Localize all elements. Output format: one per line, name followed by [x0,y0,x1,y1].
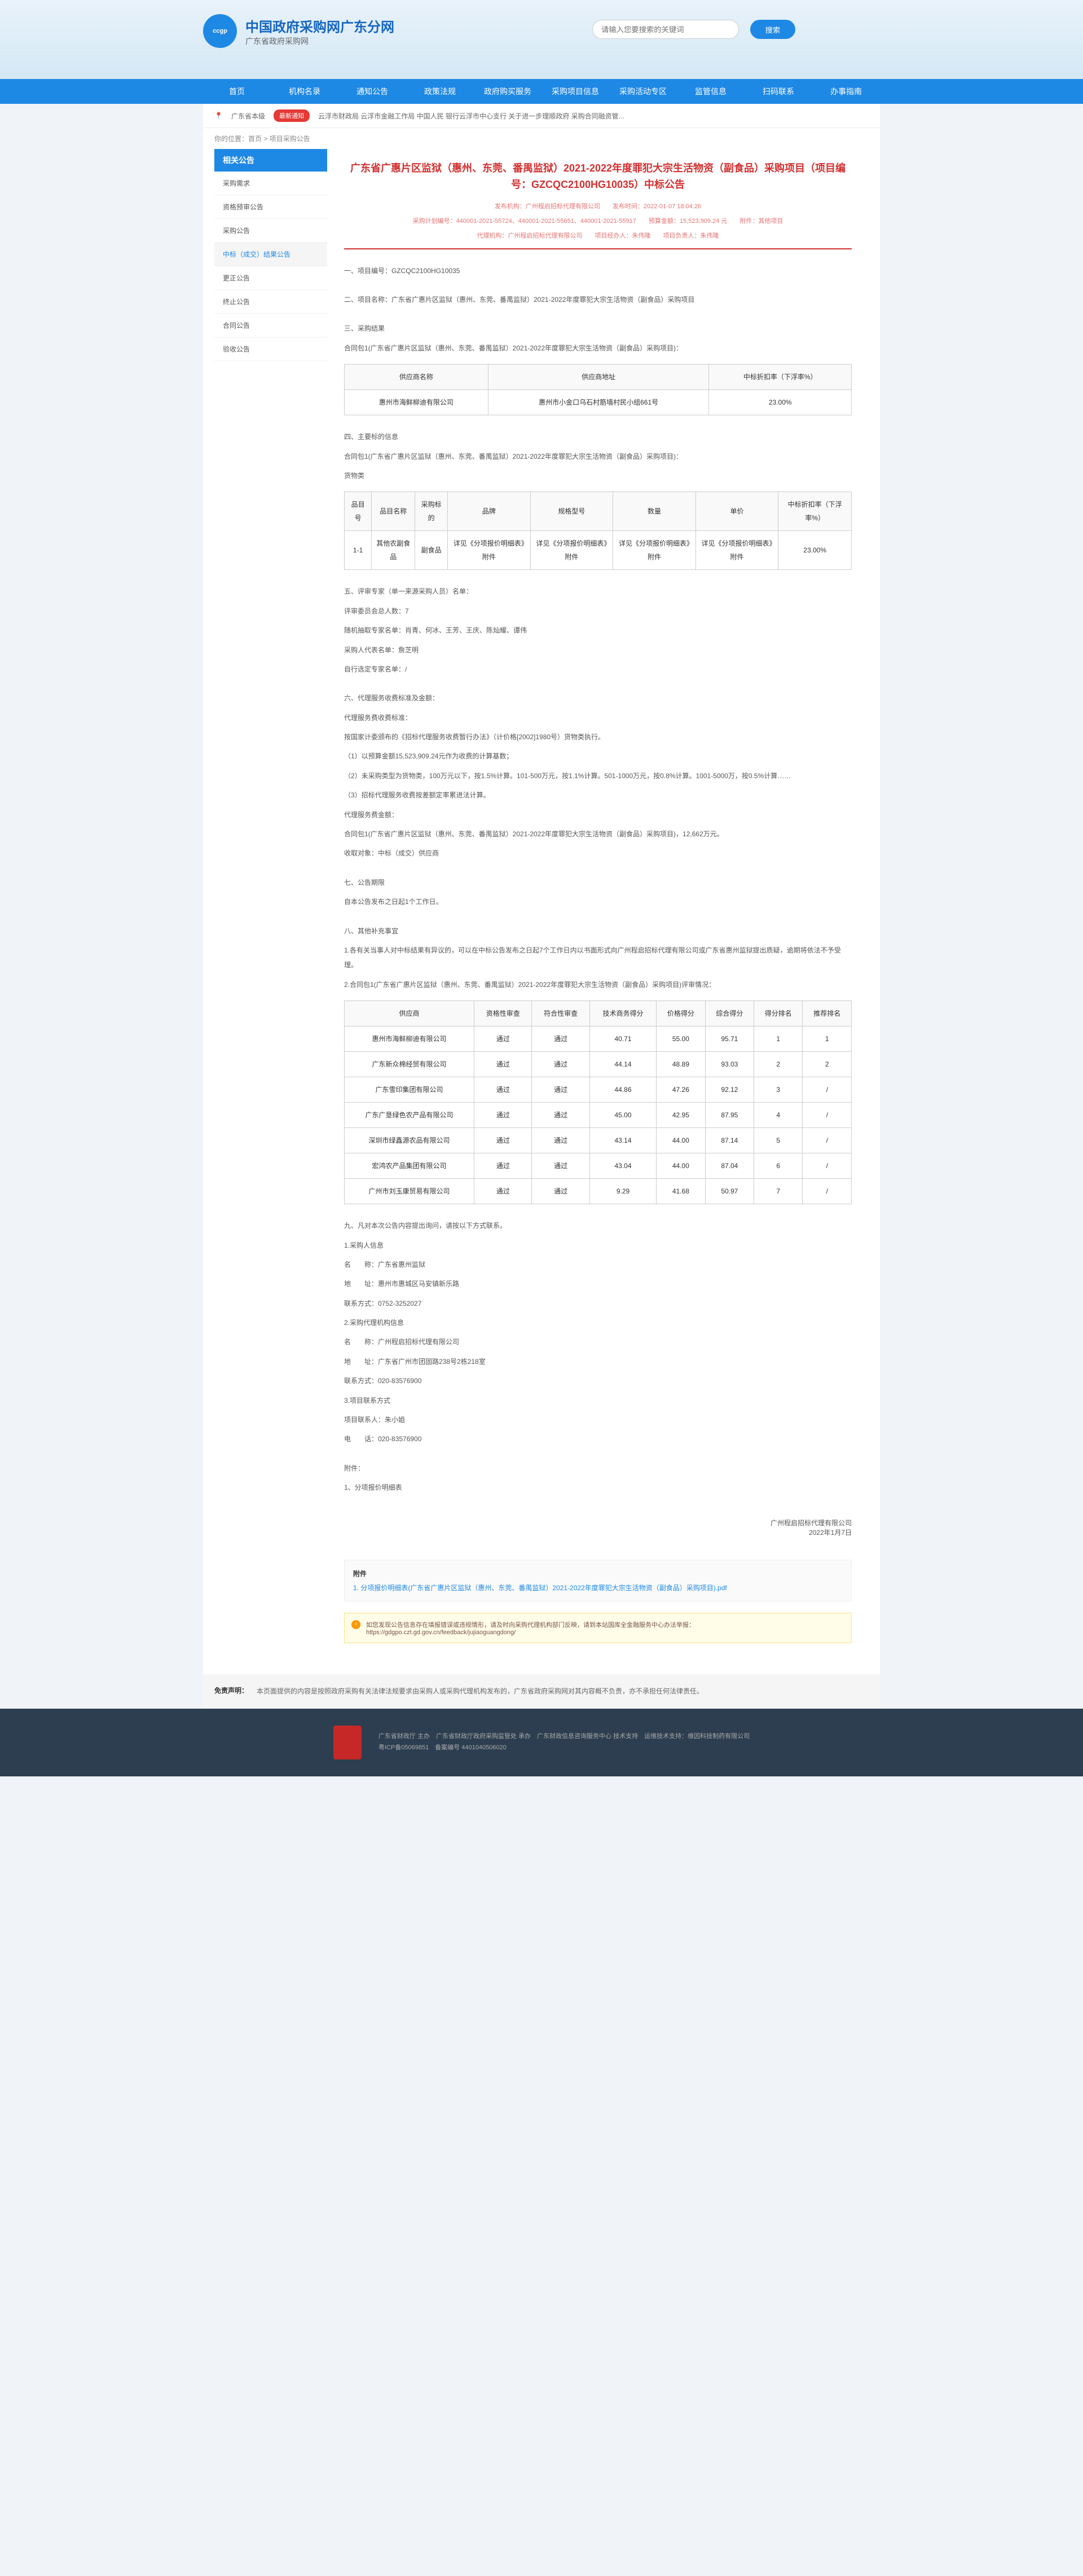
result-table: 供应商名称 供应商地址 中标折扣率（下浮率%） 惠州市海鲜柳迪有限公司 惠州市小… [344,364,852,415]
s9-agent-tel: 联系方式：020-83576900 [344,1373,852,1388]
scroll-notice[interactable]: 云浮市财政局 云浮市金融工作局 中国人民 银行云浮市中心支行 关于进一步理顺政府… [318,111,624,121]
sidebar-item-1[interactable]: 资格预审公告 [214,195,327,219]
s6-p2: 按国家计委颁布的《招标代理服务收费暂行办法》（计价格[2002]1980号）货物… [344,730,852,744]
s9-buyer-tel: 联系方式：0752-3252027 [344,1296,852,1311]
s7-p1: 自本公告发布之日起1个工作日。 [344,894,852,909]
nav-guide[interactable]: 办事指南 [812,79,880,104]
section-5-title: 五、评审专家（单一来源采购人员）名单： [344,584,852,599]
section-4-cat: 货物类 [344,468,852,483]
sign-org: 广州程启招标代理有限公司 [344,1518,852,1528]
site-title-sub: 广东省政府采购网 [245,36,394,47]
nav-notice[interactable]: 通知公告 [338,79,406,104]
s8-p1: 1.各有关当事人对中标结果有异议的，可以在中标公告发布之日起7个工作日内以书面形… [344,943,852,973]
s6-p5: （3）招标代理服务收费按差额定率累进法计算。 [344,788,852,802]
review-table: 供应商资格性审查符合性审查技术商务得分价格得分综合得分得分排名推荐排名惠州市海鲜… [344,1000,852,1204]
disclaimer-text: 本页面提供的内容是按照政府采购有关法律法规要求由采购人或采购代理机构发布的，广东… [257,1686,703,1698]
article-meta-2: 采购计划编号：440001-2021-55724、440001-2021-556… [344,213,852,228]
section-3-sub: 合同包1(广东省广惠片区监狱（惠州、东莞、番禺监狱）2021-2022年度罪犯大… [344,341,852,356]
s6-p8: 收取对象：中标（成交）供应商 [344,846,852,861]
location-text: 广东省本级 [231,111,265,121]
s9-buyer-t: 1.采购人信息 [344,1238,852,1253]
footer-line-2: 粤ICP备05069851 备案编号 4401040506020 [378,1743,750,1754]
attachment-link[interactable]: 1. 分项报价明细表(广东省广惠片区监狱（惠州、东莞、番禺监狱）2021-202… [353,1583,843,1592]
sidebar-item-6[interactable]: 合同公告 [214,314,327,337]
attachment-label: 附件 [353,1569,843,1578]
s5-p1: 评审委员会总人数：7 [344,604,852,618]
sidebar-item-5[interactable]: 终止公告 [214,290,327,314]
site-title-main: 中国政府采购网广东分网 [245,16,394,36]
sidebar-item-7[interactable]: 验收公告 [214,337,327,361]
article-title: 广东省广惠片区监狱（惠州、东莞、番禺监狱）2021-2022年度罪犯大宗生活物资… [344,149,852,199]
s6-p3: （1）以预算金额15,523,909.24元作为收费的计算基数； [344,749,852,763]
section-7-title: 七、公告期限 [344,875,852,890]
section-3-title: 三、采购结果 [344,321,852,336]
section-9-title: 九、凡对本次公告内容提出询问，请按以下方式联系。 [344,1218,852,1233]
section-1: 一、项目编号：GZCQC2100HG10035 [344,264,852,278]
article-meta-3: 代理机构：广州程启招标代理有限公司 项目经办人：朱伟隆 项目负责人：朱伟隆 [344,228,852,249]
nav-policy[interactable]: 政策法规 [406,79,474,104]
warning-icon: ! [351,1620,360,1629]
nav-org[interactable]: 机构名录 [271,79,338,104]
logo-icon: ccgp [203,14,237,48]
location-icon: 📍 [214,112,223,120]
footer-line-1: 广东省财政厅 主办 广东省财政厅政府采购监管处 承办 广东财政信息咨询服务中心 … [378,1731,750,1743]
nav-project[interactable]: 采购项目信息 [542,79,609,104]
s5-p2: 随机抽取专家名单：肖青、何冰、王芳、王庆、陈灿耀、谭伟 [344,623,852,638]
sidebar-item-4[interactable]: 更正公告 [214,266,327,290]
s6-p6: 代理服务费金额： [344,808,852,822]
disclaimer-label: 免责声明： [214,1686,248,1698]
att-item: 1、分项报价明细表 [344,1480,852,1495]
section-4-title: 四、主要标的信息 [344,429,852,444]
gov-badge-icon [333,1726,362,1759]
section-8-title: 八、其他补充事宜 [344,924,852,938]
nav-home[interactable]: 首页 [203,79,271,104]
s9-agent-t: 2.采购代理机构信息 [344,1315,852,1330]
sidebar-item-0[interactable]: 采购需求 [214,172,327,195]
sidebar-header: 相关公告 [214,149,327,172]
s9-buyer-addr: 地 址：惠州市惠城区马安镇新乐路 [344,1276,852,1291]
s9-proj-name: 项目联系人：朱小姐 [344,1412,852,1427]
sidebar-item-2[interactable]: 采购公告 [214,219,327,243]
search-input[interactable] [592,20,739,39]
att-title: 附件： [344,1461,852,1476]
section-2: 二、项目名称：广东省广惠片区监狱（惠州、东莞、番禺监狱）2021-2022年度罪… [344,292,852,307]
nav-supervise[interactable]: 监管信息 [677,79,745,104]
s9-agent-name: 名 称：广州程启招标代理有限公司 [344,1335,852,1349]
s6-p4: （2）未采购类型为货物类，100万元以下，按1.5%计算。101-500万元，按… [344,769,852,783]
s5-p4: 自行选定专家名单：/ [344,662,852,677]
nav-service[interactable]: 政府购买服务 [474,79,542,104]
sign-date: 2022年1月7日 [344,1528,852,1537]
s9-proj-tel: 电 话：020-83576900 [344,1432,852,1446]
s6-p7: 合同包1(广东省广惠片区监狱（惠州、东莞、番禺监狱）2021-2022年度罪犯大… [344,827,852,841]
nav-activity[interactable]: 采购活动专区 [609,79,677,104]
s9-agent-addr: 地 址：广东省广州市团固路238号2栋218室 [344,1354,852,1369]
s5-p3: 采购人代表名单：詹芝明 [344,643,852,657]
s9-buyer-name: 名 称：广东省惠州监狱 [344,1257,852,1272]
section-4-sub: 合同包1(广东省广惠片区监狱（惠州、东莞、番禺监狱）2021-2022年度罪犯大… [344,449,852,464]
warning-text: 如您发现公告信息存在填报错误或违规情形，请及时向采购代理机构部门反映，请到本站国… [366,1620,844,1636]
hot-tag: 最新通知 [274,109,310,122]
article-meta-1: 发布机构：广州程启招标代理有限公司 发布时间：2022-01-07 18:04:… [344,199,852,213]
s8-p2: 2.合同包1(广东省广惠片区监狱（惠州、东莞、番禺监狱）2021-2022年度罪… [344,977,852,992]
sidebar-item-3[interactable]: 中标（成交）结果公告 [214,243,327,266]
search-button[interactable]: 搜索 [750,20,795,39]
breadcrumb: 你的位置：首页 > 项目采购公告 [203,128,880,149]
s6-p1: 代理服务费收费标准： [344,710,852,725]
nav-contact[interactable]: 扫码联系 [745,79,812,104]
goods-table: 品目号品目名称采购标的品牌 规格型号数量单价中标折扣率（下浮率%） 1-1其他农… [344,491,852,570]
s9-proj-t: 3.项目联系方式 [344,1393,852,1408]
section-6-title: 六、代理服务收费标准及金额： [344,691,852,705]
